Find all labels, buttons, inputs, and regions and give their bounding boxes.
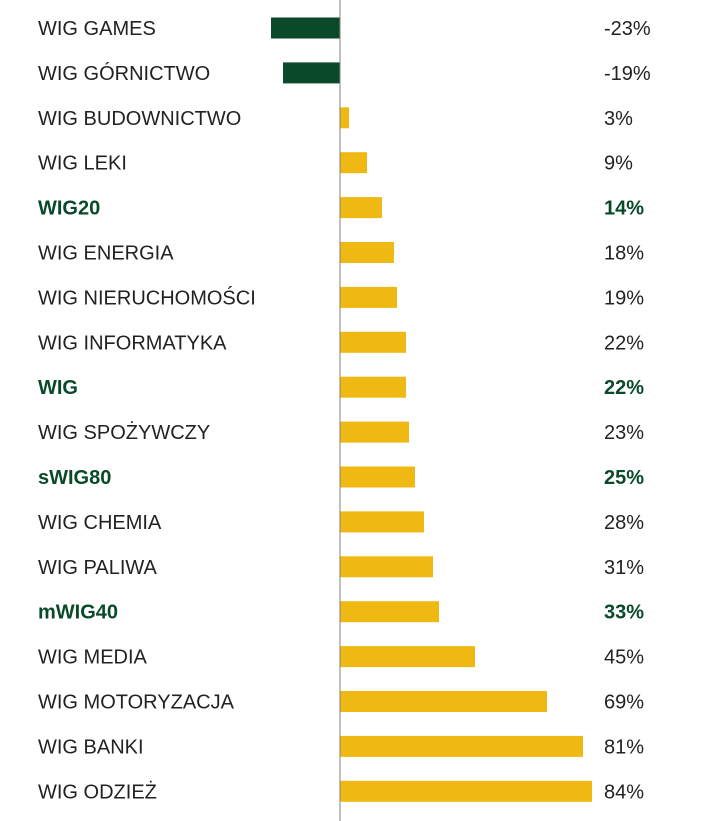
bar (340, 556, 433, 578)
bar (283, 62, 340, 84)
value-label: 81% (604, 736, 644, 758)
category-label: WIG SPOŻYWCZY (38, 421, 210, 444)
value-label: 33% (604, 602, 644, 624)
bar (340, 601, 439, 623)
value-label: 18% (604, 243, 644, 265)
category-label: WIG ENERGIA (38, 243, 174, 265)
value-label: 9% (604, 153, 633, 175)
category-label: sWIG80 (38, 467, 111, 489)
category-label: WIG GAMES (38, 18, 156, 40)
value-label: 22% (604, 332, 644, 354)
value-label: -19% (604, 63, 651, 85)
bar (340, 197, 382, 219)
category-label: WIG MOTORYZACJA (38, 692, 235, 714)
category-label: WIG BUDOWNICTWO (38, 108, 241, 130)
bar (340, 242, 394, 263)
category-label: WIG BANKI (38, 736, 144, 758)
bar (340, 780, 592, 802)
bar (340, 646, 475, 668)
bar (340, 331, 406, 353)
bar (340, 735, 583, 757)
bar (340, 691, 547, 712)
category-label: WIG GÓRNICTWO (38, 62, 210, 85)
value-label: 3% (604, 108, 633, 130)
value-label: 25% (604, 467, 644, 489)
value-label: 22% (604, 377, 644, 399)
category-label: WIG CHEMIA (38, 512, 162, 534)
category-label: WIG PALIWA (38, 557, 158, 579)
category-label: WIG ODZIEŻ (38, 780, 157, 803)
value-label: 45% (604, 647, 644, 669)
category-label: WIG LEKI (38, 153, 127, 175)
bar (340, 376, 406, 398)
value-label: 69% (604, 692, 644, 714)
bar (340, 466, 415, 488)
value-label: 28% (604, 512, 644, 534)
value-label: 19% (604, 287, 644, 309)
category-label: WIG INFORMATYKA (38, 332, 227, 354)
category-label: WIG NIERUCHOMOŚCI (38, 285, 256, 309)
value-label: 23% (604, 422, 644, 444)
bar (340, 511, 424, 533)
category-label: WIG (38, 377, 78, 399)
value-label: -23% (604, 18, 651, 40)
bar (340, 286, 397, 308)
value-label: 84% (604, 781, 644, 803)
bar (340, 152, 367, 174)
category-label: WIG20 (38, 198, 100, 220)
bar (271, 17, 340, 39)
value-label: 14% (604, 198, 644, 220)
category-label: mWIG40 (38, 602, 118, 624)
bar (340, 107, 349, 129)
value-label: 31% (604, 557, 644, 579)
bar (340, 421, 409, 443)
category-label: WIG MEDIA (38, 647, 148, 669)
